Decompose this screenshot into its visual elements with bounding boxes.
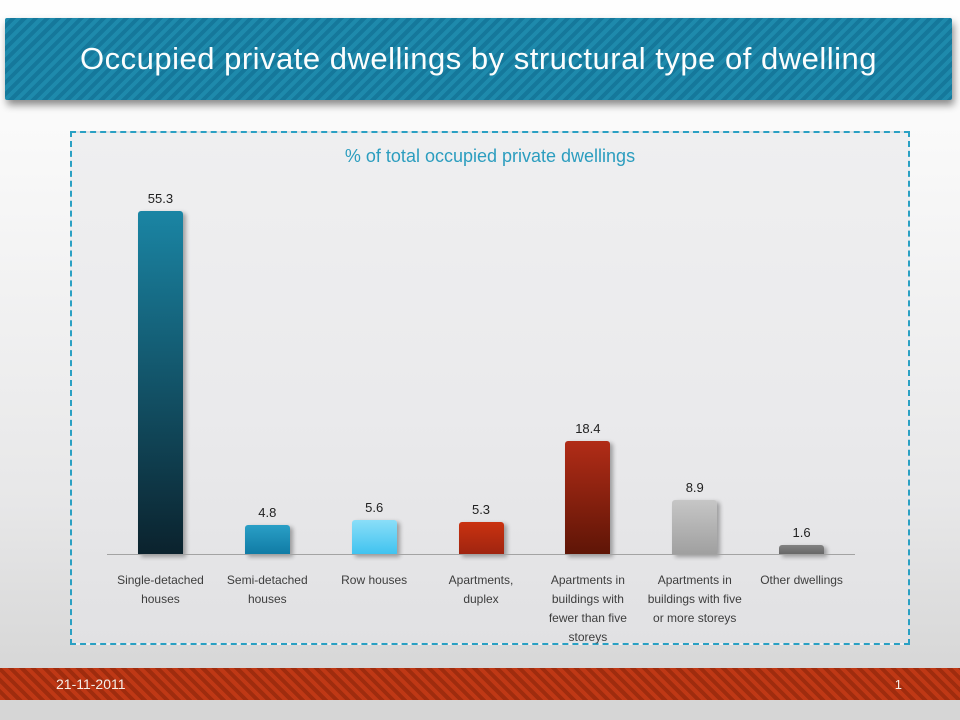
bar [565,441,611,555]
bar-column: 1.6 [748,525,855,555]
bar-column: 18.4 [534,421,641,555]
bar [458,522,504,555]
bar-series: 55.3 4.8 5.6 5.3 18.4 8.9 1.6 [107,191,855,555]
data-label: 8.9 [685,480,704,495]
data-label: 18.4 [575,421,601,436]
chart-container: % of total occupied private dwellings 55… [70,131,910,645]
data-label: 5.6 [365,500,384,515]
footer-bar: 21-11-2011 1 [0,668,960,700]
bar [351,520,397,555]
category-label: Apartments in buildings with five or mor… [647,573,742,625]
data-label: 1.6 [792,525,811,540]
bar-column: 5.6 [321,500,428,555]
category-label: Other dwellings [760,573,843,587]
bar-column: 55.3 [107,191,214,555]
bar [672,500,718,555]
category-axis: Single-detached houses Semi-detached hous… [107,571,855,647]
chart-title: % of total occupied private dwellings [344,146,636,166]
category-label: Apartments, duplex [448,573,514,606]
bar [779,545,825,555]
category-label: Row houses [341,573,408,587]
category-label: Semi-detached houses [226,573,308,606]
bar [137,211,183,555]
title-banner: Occupied private dwellings by structural… [5,18,952,100]
page-number: 1 [894,676,902,692]
footer-date: 21-11-2011 [56,676,126,692]
bar [244,525,290,555]
slide-title: Occupied private dwellings by structural… [80,41,877,76]
data-label: 5.3 [471,502,491,517]
data-label: 4.8 [258,505,277,520]
category-label: Single-detached houses [117,573,204,606]
x-axis-line [107,554,855,555]
data-label: 55.3 [147,191,174,206]
bar-column: 8.9 [641,480,748,555]
category-label: Apartments in buildings with fewer than … [548,573,627,644]
bar-column: 4.8 [214,505,321,555]
bar-column: 5.3 [428,502,535,555]
